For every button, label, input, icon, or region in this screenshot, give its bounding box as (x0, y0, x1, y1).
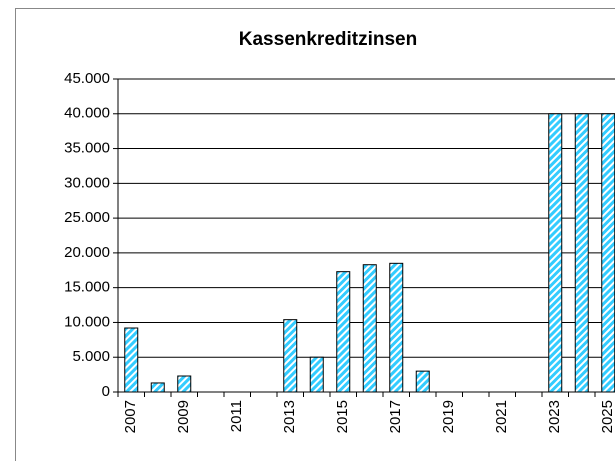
y-tick-label: 15.000 (64, 279, 110, 296)
x-tick-label: 2019 (440, 400, 457, 433)
bar (309, 356, 324, 393)
bar (150, 382, 165, 393)
bar (177, 375, 192, 393)
bar (336, 271, 351, 393)
y-tick-label: 35.000 (64, 140, 110, 157)
x-tick-label: 2007 (122, 400, 139, 433)
chart-title: Kassenkreditzinsen (239, 29, 417, 50)
bar (124, 327, 139, 393)
bar (415, 370, 430, 393)
x-tick-label: 2025 (599, 400, 615, 433)
bar (362, 264, 377, 393)
y-tick-label: 40.000 (64, 105, 110, 122)
y-tick-label: 5.000 (72, 348, 110, 365)
x-tick-label: 2011 (228, 400, 245, 432)
x-tick-label: 2017 (387, 400, 404, 433)
y-tick-label: 25.000 (64, 209, 110, 226)
y-tick-label: 45.000 (64, 70, 110, 87)
bar (574, 113, 589, 393)
bar (283, 319, 298, 393)
x-tick-label: 2015 (334, 400, 351, 433)
y-tick-label: 30.000 (64, 174, 110, 191)
y-tick-label: 0 (102, 383, 110, 400)
bar (601, 113, 615, 393)
x-tick-label: 2021 (493, 400, 510, 433)
y-tick-label: 10.000 (64, 313, 110, 330)
x-tick-label: 2009 (175, 400, 192, 433)
bar (548, 113, 563, 393)
bar (389, 262, 404, 393)
y-tick-label: 20.000 (64, 244, 110, 261)
x-tick-label: 2023 (546, 400, 563, 433)
x-tick-label: 2013 (281, 400, 298, 433)
